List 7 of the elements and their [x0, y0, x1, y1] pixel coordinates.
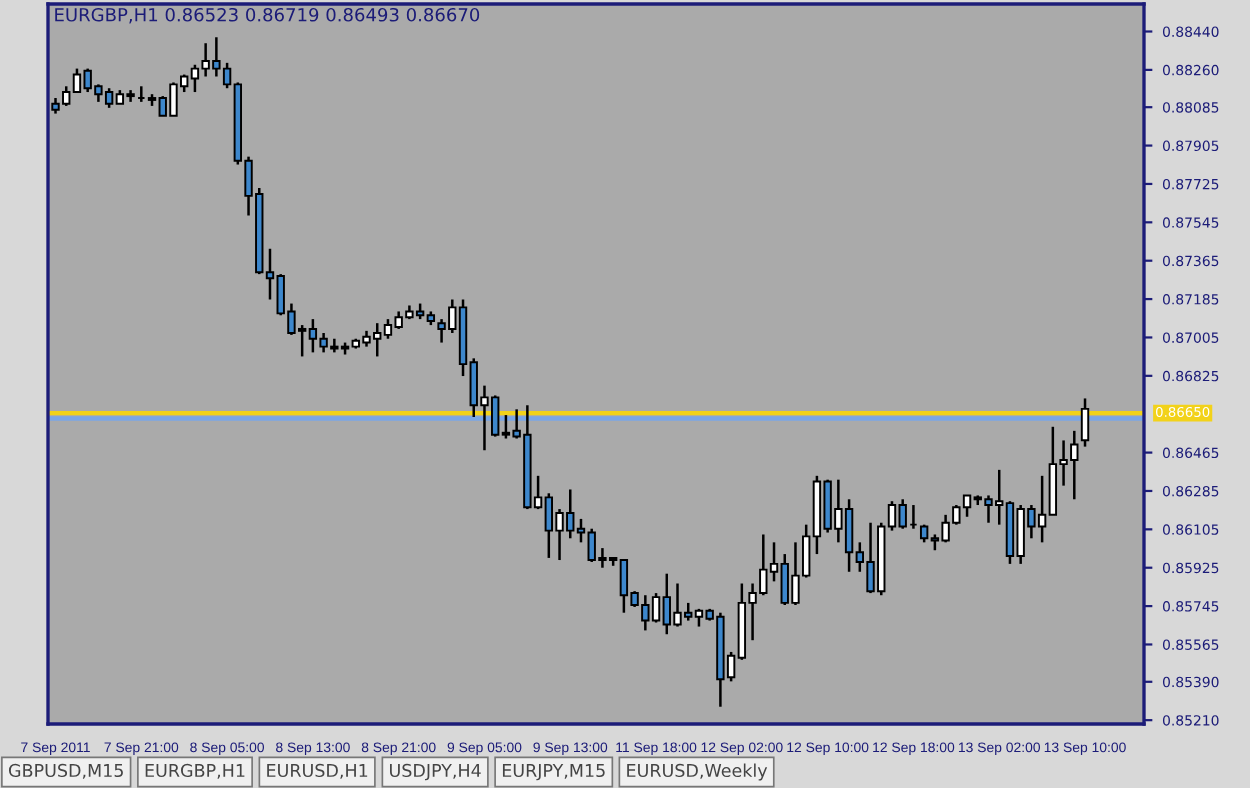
chart-title: EURGBP,H1 0.86523 0.86719 0.86493 0.86670: [55, 7, 480, 24]
text: GBPUSD,M15: [8, 763, 123, 779]
text: EURJPY,M15: [502, 764, 605, 781]
text: EURUSD,H1: [267, 763, 368, 779]
text: EURUSD,Weekly: [627, 763, 768, 781]
text: EURGBP,H1: [145, 763, 245, 779]
text: USDJPY,H4: [390, 763, 481, 781]
